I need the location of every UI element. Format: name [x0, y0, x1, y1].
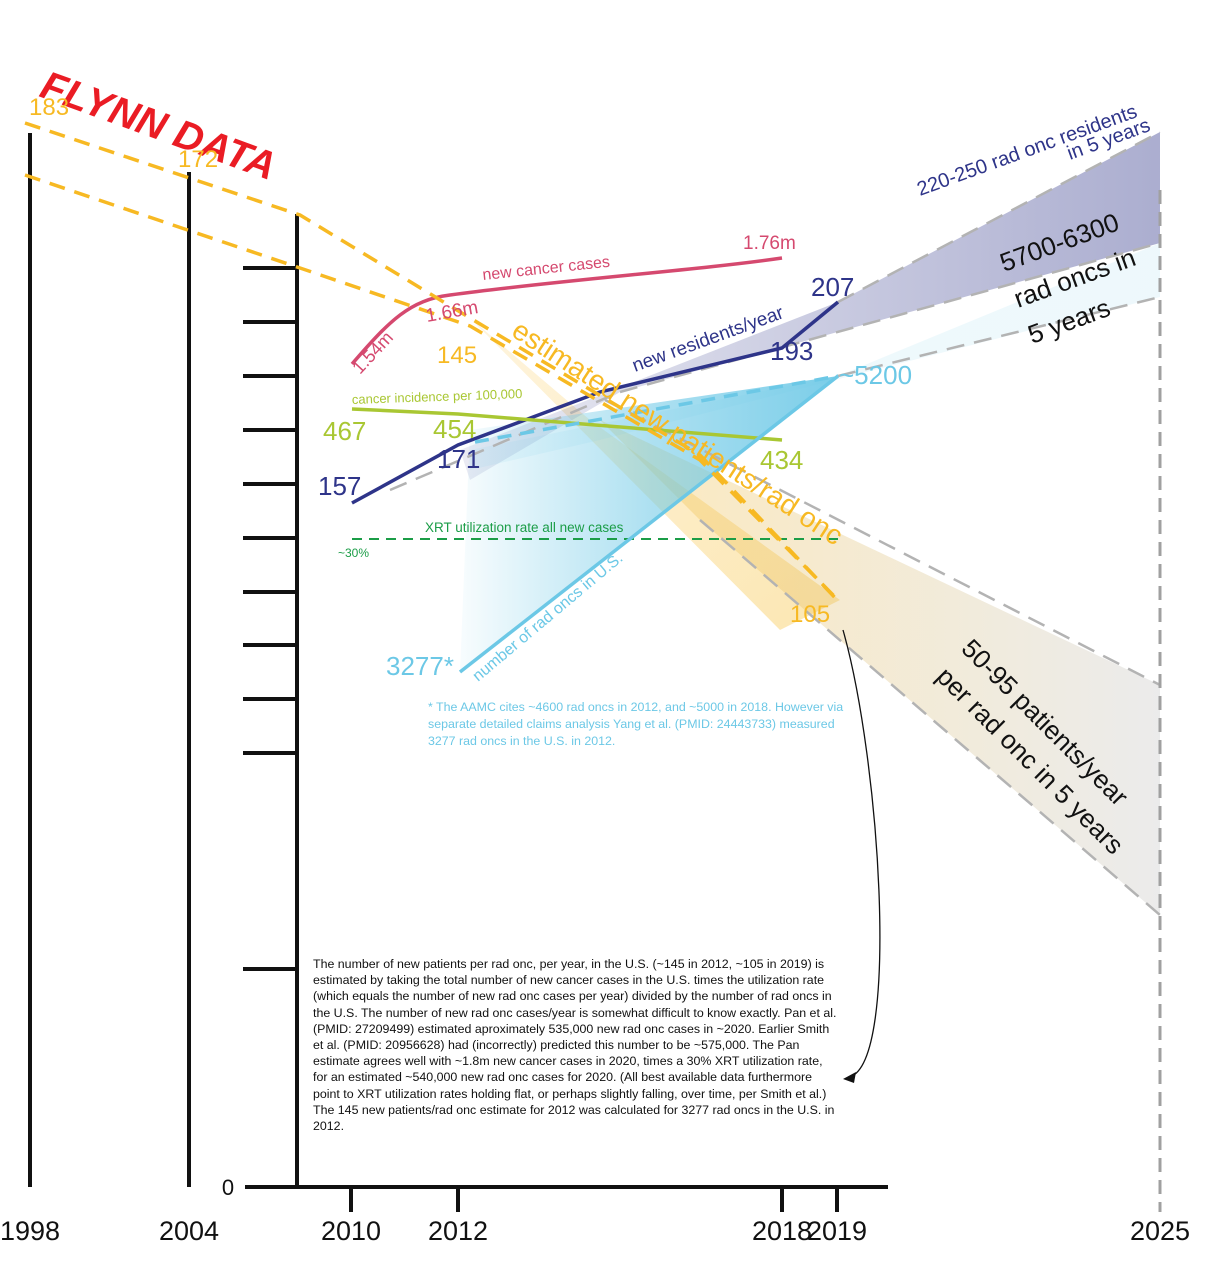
patients-projection-band — [600, 420, 1160, 915]
x-tick-label: 2010 — [321, 1216, 381, 1246]
data-label-cancer-cases-2018: 1.76m — [743, 233, 796, 254]
data-label-patients-1998: 183 — [29, 94, 69, 121]
data-label-residents-2012: 171 — [437, 444, 480, 474]
series-label-cancer-incidence: cancer incidence per 100,000 — [352, 386, 523, 407]
series-line-new-cancer-cases — [350, 256, 783, 366]
data-label-residents-2010: 157 — [318, 471, 361, 501]
annotation-arrowhead — [843, 1072, 856, 1083]
series-label-xrt-utilization: XRT utilization rate all new cases — [425, 520, 624, 535]
chart-title: FLYNN DATA — [35, 63, 282, 189]
data-label-incidence-2010: 467 — [323, 416, 366, 446]
series-line-patients-per-rad-onc-upper — [24, 121, 842, 605]
data-label-cancer-cases-2012: 1.66m — [424, 297, 480, 327]
data-label-patients-2012: 145 — [437, 342, 477, 369]
data-label-residents-2019: 207 — [811, 272, 854, 302]
x-tick-label: 1998 — [0, 1216, 60, 1246]
band-edge-line — [699, 519, 1161, 916]
x-tick-label: 2025 — [1130, 1216, 1190, 1246]
data-label-xrt-rate: ~30% — [338, 546, 369, 560]
x-tick-label: 2012 — [428, 1216, 488, 1246]
data-label-rad-oncs-2019: ~5200 — [839, 360, 912, 390]
data-label-residents-2018: 193 — [770, 336, 813, 366]
annotation-arrow — [842, 629, 881, 1078]
series-line-patients-per-rad-onc-lower — [24, 173, 837, 599]
series-line-rad-oncs — [458, 374, 840, 674]
band-edge-line — [604, 398, 1161, 687]
explanatory-note: The number of new patients per rad onc, … — [313, 957, 837, 1134]
data-label-patients-2019: 105 — [790, 601, 830, 628]
footnote-aamc: * The AAMC cites ~4600 rad oncs in 2012,… — [428, 700, 844, 748]
y-zero-label: 0 — [222, 1175, 234, 1200]
data-label-rad-oncs-2012: 3277* — [386, 651, 454, 681]
x-tick-label: 2004 — [159, 1216, 219, 1246]
data-label-incidence-2018: 434 — [760, 445, 803, 475]
band-edge-line — [389, 390, 621, 492]
band-edge-line — [837, 130, 1161, 304]
x-tick-label: 2019 — [807, 1216, 867, 1246]
data-label-patients-2004: 172 — [178, 146, 218, 173]
series-line-new-residents — [351, 300, 840, 505]
data-label-cancer-cases-2010: 1.54m — [348, 327, 397, 377]
series-line-rad-oncs-dashed — [474, 374, 839, 444]
data-label-incidence-2012: 454 — [433, 414, 476, 444]
series — [24, 121, 842, 674]
x-tick-label: 2018 — [752, 1216, 812, 1246]
series-line-cancer-incidence — [351, 407, 783, 442]
